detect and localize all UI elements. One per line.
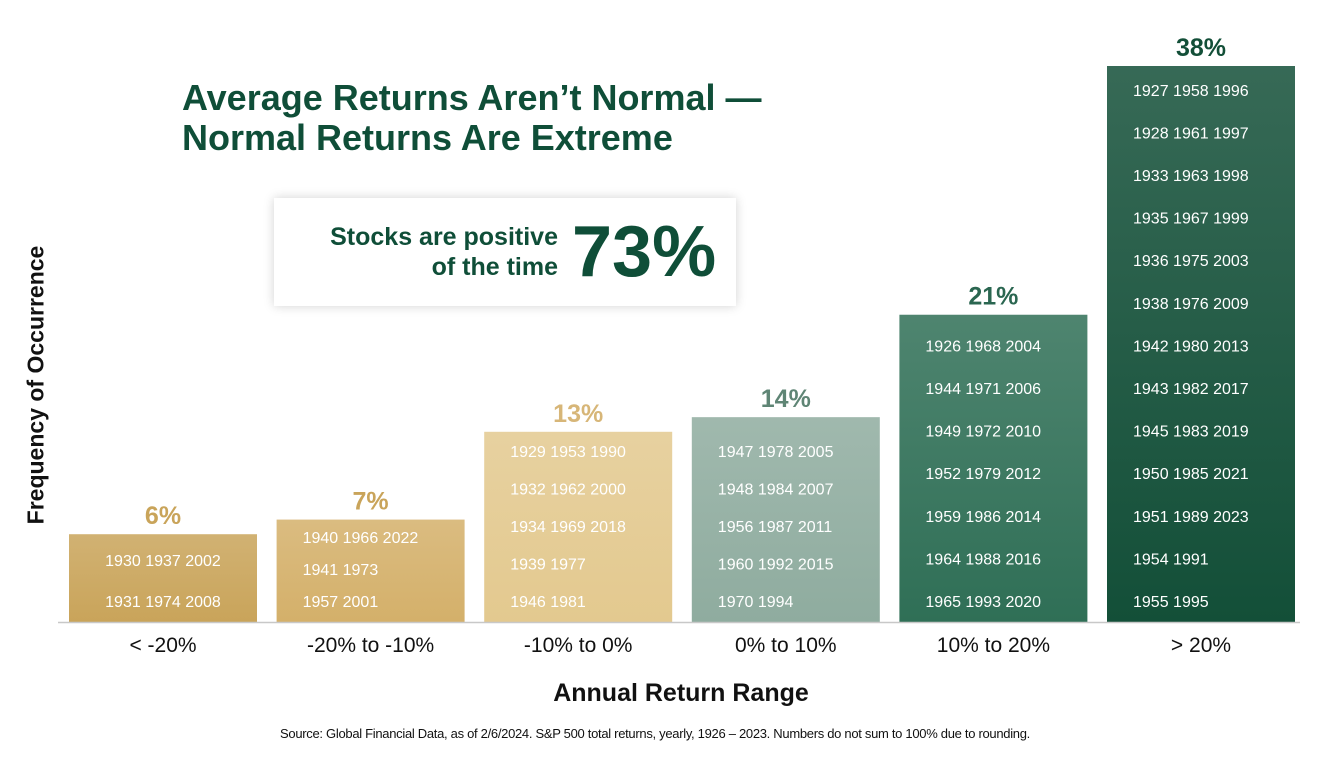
year-list-item: 1943 1982 2017 bbox=[1133, 381, 1249, 398]
callout-line-2: of the time bbox=[431, 253, 558, 281]
year-list-item: 1950 1985 2021 bbox=[1133, 466, 1249, 483]
year-list-item: 1933 1963 1998 bbox=[1133, 168, 1249, 185]
year-list-item: 1946 1981 bbox=[510, 594, 586, 611]
year-list-item: 1964 1988 2016 bbox=[925, 551, 1041, 568]
year-list-item: 1954 1991 bbox=[1133, 551, 1209, 568]
year-list-item: 1955 1995 bbox=[1133, 594, 1209, 611]
x-tick-label: -20% to -10% bbox=[307, 634, 434, 657]
year-list-item: 1949 1972 2010 bbox=[925, 424, 1041, 441]
bar-value-label: 6% bbox=[145, 502, 181, 530]
year-list-item: 1947 1978 2005 bbox=[718, 444, 834, 461]
bar bbox=[69, 534, 257, 622]
year-list-item: 1938 1976 2009 bbox=[1133, 296, 1249, 313]
year-list-item: 1942 1980 2013 bbox=[1133, 338, 1249, 355]
year-list-item: 1941 1973 bbox=[303, 562, 379, 579]
positive-callout-box: Stocks are positive of the time 73% bbox=[274, 198, 736, 306]
bar bbox=[899, 314, 1088, 622]
x-axis-label: Annual Return Range bbox=[553, 679, 809, 707]
year-list-item: 1935 1967 1999 bbox=[1133, 211, 1249, 228]
year-list-item: 1929 1953 1990 bbox=[510, 444, 626, 461]
year-list-item: 1926 1968 2004 bbox=[925, 338, 1041, 355]
source-note: Source: Global Financial Data, as of 2/6… bbox=[280, 726, 1030, 741]
x-tick-label: 0% to 10% bbox=[735, 634, 837, 657]
year-list-item: 1939 1977 bbox=[510, 557, 586, 574]
chart-title: Average Returns Aren’t Normal — Normal R… bbox=[182, 78, 761, 158]
bar bbox=[276, 519, 465, 622]
bar bbox=[484, 431, 673, 622]
x-tick-label: > 20% bbox=[1171, 634, 1231, 657]
year-list-item: 1945 1983 2019 bbox=[1133, 424, 1249, 441]
year-list-item: 1934 1969 2018 bbox=[510, 519, 626, 536]
year-list-item: 1952 1979 2012 bbox=[925, 466, 1041, 483]
x-tick-label: < -20% bbox=[129, 634, 196, 657]
year-list-item: 1957 2001 bbox=[303, 594, 379, 611]
year-list-item: 1960 1992 2015 bbox=[718, 557, 834, 574]
year-list-item: 1959 1986 2014 bbox=[925, 509, 1041, 526]
x-tick-label: -10% to 0% bbox=[524, 634, 633, 657]
bar bbox=[1107, 66, 1295, 622]
year-list-item: 1944 1971 2006 bbox=[925, 381, 1041, 398]
bar-value-label: 21% bbox=[968, 283, 1018, 311]
x-tick-label: 10% to 20% bbox=[937, 634, 1050, 657]
bar-value-label: 13% bbox=[553, 400, 603, 428]
bar-value-label: 38% bbox=[1176, 34, 1226, 62]
callout-text: Stocks are positive of the time bbox=[330, 222, 558, 282]
chart-title-line-2: Normal Returns Are Extreme bbox=[182, 117, 673, 158]
year-list-item: 1928 1961 1997 bbox=[1133, 125, 1249, 142]
year-list-item: 1940 1966 2022 bbox=[303, 530, 419, 547]
year-list-item: 1931 1974 2008 bbox=[105, 594, 221, 611]
year-list-item: 1927 1958 1996 bbox=[1133, 83, 1249, 100]
bar-value-label: 14% bbox=[761, 385, 811, 413]
callout-value: 73% bbox=[572, 212, 717, 292]
year-list-item: 1932 1962 2000 bbox=[510, 482, 626, 499]
year-list-item: 1936 1975 2003 bbox=[1133, 253, 1249, 270]
year-list-item: 1965 1993 2020 bbox=[925, 594, 1041, 611]
year-list-item: 1948 1984 2007 bbox=[718, 482, 834, 499]
bar-value-label: 7% bbox=[353, 488, 389, 516]
year-list-item: 1970 1994 bbox=[718, 594, 794, 611]
bar bbox=[691, 417, 880, 622]
year-list-item: 1951 1989 2023 bbox=[1133, 509, 1249, 526]
year-list-item: 1956 1987 2011 bbox=[718, 519, 833, 536]
year-list-item: 1930 1937 2002 bbox=[105, 553, 221, 570]
callout-line-1: Stocks are positive bbox=[330, 223, 558, 251]
chart-title-line-1: Average Returns Aren’t Normal — bbox=[182, 77, 762, 118]
